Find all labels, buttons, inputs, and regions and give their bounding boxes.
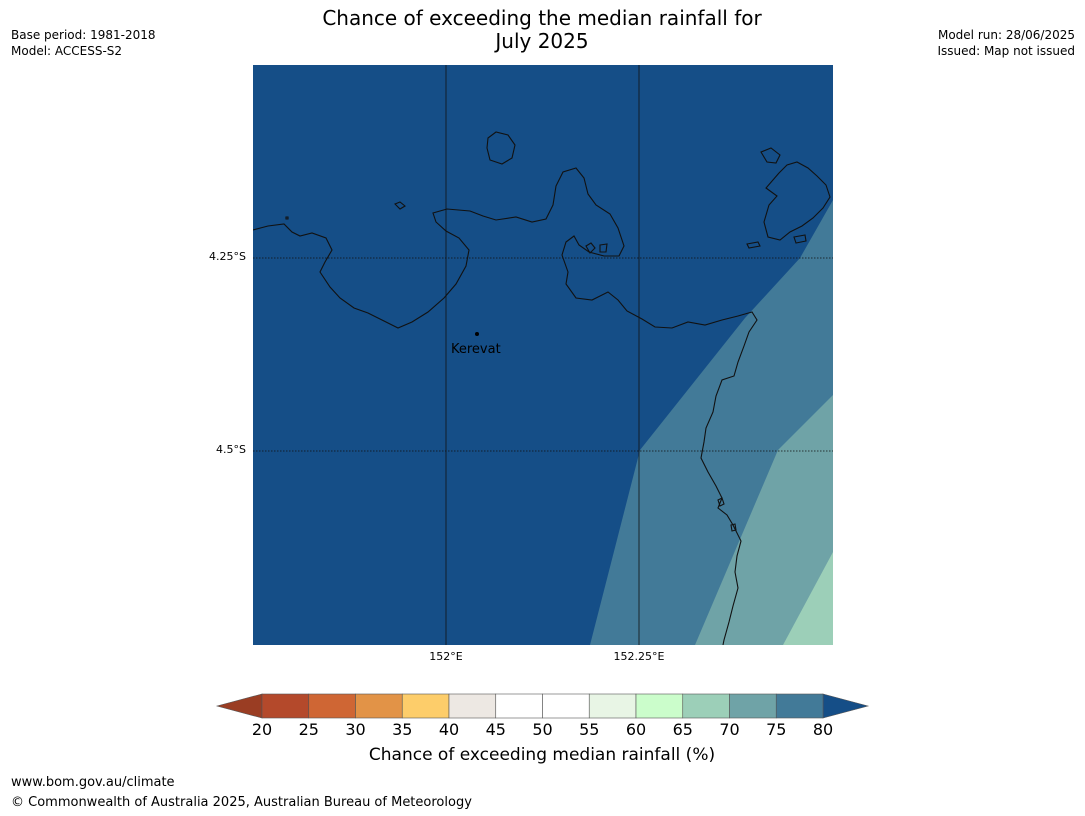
colorbar-segment-55-60 xyxy=(588,693,637,719)
footer-copyright: © Commonwealth of Australia 2025, Austra… xyxy=(11,795,472,810)
colorbar-segment-35-40 xyxy=(401,693,450,719)
model-name: Model: ACCESS-S2 xyxy=(11,44,123,58)
lat-label-4-5s: 4.5°S xyxy=(216,443,246,456)
colorbar xyxy=(215,693,870,719)
meta-right: Model run: 28/06/2025 Issued: Map not is… xyxy=(937,27,1075,59)
colorbar-tick-45: 45 xyxy=(485,720,506,739)
meta-left: Base period: 1981-2018 Model: ACCESS-S2 xyxy=(11,27,156,59)
region-70-75 xyxy=(695,395,833,645)
colorbar-tick-40: 40 xyxy=(438,720,460,739)
colorbar-segment-65-70 xyxy=(682,693,730,719)
colorbar-segment-20-25 xyxy=(261,693,310,719)
footer-url: www.bom.gov.au/climate xyxy=(11,775,175,790)
map-area xyxy=(253,65,833,645)
region-65-70 xyxy=(783,552,833,645)
colorbar-over-arrow xyxy=(822,693,870,719)
map-title-line1: Chance of exceeding the median rainfall … xyxy=(322,6,762,30)
model-run: Model run: 28/06/2025 xyxy=(937,28,1075,42)
colorbar-segment-75-80 xyxy=(775,693,824,719)
base-period: Base period: 1981-2018 xyxy=(11,28,156,42)
lon-label-152-25e: 152.25°E xyxy=(613,650,665,663)
colorbar-segment-45-50 xyxy=(495,693,543,719)
colorbar-tick-70: 70 xyxy=(719,720,740,739)
lon-label-152e: 152°E xyxy=(429,650,463,663)
colorbar-tick-25: 25 xyxy=(298,720,319,739)
colorbar-under-arrow xyxy=(215,693,263,719)
colorbar-segment-60-65 xyxy=(635,693,684,719)
colorbar-tick-80: 80 xyxy=(812,720,834,739)
colorbar-title: Chance of exceeding median rainfall (%) xyxy=(368,745,716,765)
colorbar-tick-30: 30 xyxy=(345,720,366,739)
colorbar-tick-75: 75 xyxy=(766,720,787,739)
map-title-line2: July 2025 xyxy=(495,29,589,53)
colorbar-tick-65: 65 xyxy=(672,720,693,739)
colorbar-segment-70-75 xyxy=(729,693,777,719)
map-title: Chance of exceeding the median rainfall … xyxy=(240,7,844,53)
lat-label-4-25s: 4.25°S xyxy=(209,250,246,263)
coastline xyxy=(253,131,831,645)
colorbar-tick-35: 35 xyxy=(392,720,413,739)
colorbar-tick-20: 20 xyxy=(251,720,273,739)
colorbar-tick-60: 60 xyxy=(625,720,647,739)
colorbar-segment-50-55 xyxy=(542,693,590,719)
place-label-kerevat: Kerevat xyxy=(451,342,501,357)
colorbar-segment-40-45 xyxy=(448,693,497,719)
colorbar-tick-55: 55 xyxy=(579,720,600,739)
issued-status: Issued: Map not issued xyxy=(937,44,1075,58)
colorbar-segment-30-35 xyxy=(355,693,403,719)
colorbar-tick-50: 50 xyxy=(532,720,553,739)
kerevat-marker xyxy=(475,332,479,336)
colorbar-segment-25-30 xyxy=(308,693,356,719)
